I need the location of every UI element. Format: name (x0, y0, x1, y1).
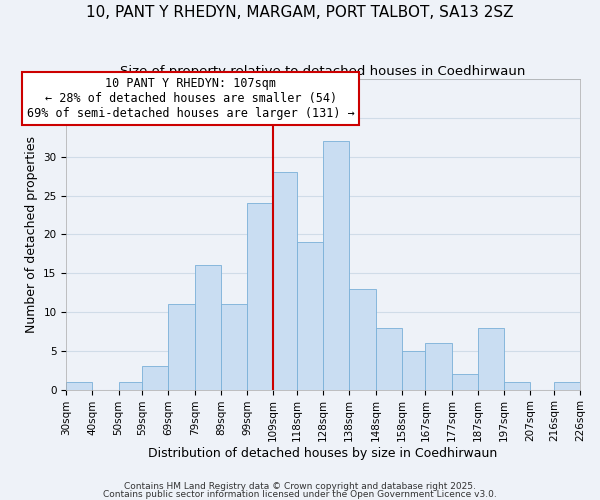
Bar (169, 304, 194, 390)
Bar (142, 366, 169, 390)
Bar (323, 142, 349, 390)
Bar (273, 172, 297, 390)
Bar (297, 242, 323, 390)
Bar (221, 304, 247, 390)
Bar (247, 204, 273, 390)
Bar (452, 374, 478, 390)
Bar (349, 288, 376, 390)
Text: 10, PANT Y RHEDYN, MARGAM, PORT TALBOT, SA13 2SZ: 10, PANT Y RHEDYN, MARGAM, PORT TALBOT, … (86, 5, 514, 20)
X-axis label: Distribution of detached houses by size in Coedhirwaun: Distribution of detached houses by size … (148, 447, 498, 460)
Bar (554, 382, 580, 390)
Text: Contains HM Land Registry data © Crown copyright and database right 2025.: Contains HM Land Registry data © Crown c… (124, 482, 476, 491)
Bar (478, 328, 504, 390)
Bar (376, 328, 402, 390)
Bar (119, 382, 142, 390)
Text: 10 PANT Y RHEDYN: 107sqm
← 28% of detached houses are smaller (54)
69% of semi-d: 10 PANT Y RHEDYN: 107sqm ← 28% of detach… (27, 77, 355, 120)
Text: Contains public sector information licensed under the Open Government Licence v3: Contains public sector information licen… (103, 490, 497, 499)
Bar (194, 266, 221, 390)
Title: Size of property relative to detached houses in Coedhirwaun: Size of property relative to detached ho… (121, 65, 526, 78)
Bar (66, 382, 92, 390)
Bar (425, 343, 452, 390)
Y-axis label: Number of detached properties: Number of detached properties (25, 136, 38, 333)
Bar (402, 351, 425, 390)
Bar (504, 382, 530, 390)
